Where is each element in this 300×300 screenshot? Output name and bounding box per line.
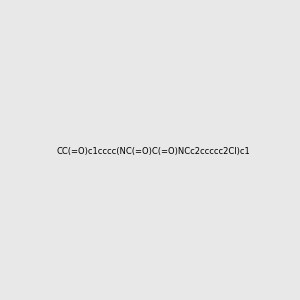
Text: CC(=O)c1cccc(NC(=O)C(=O)NCc2ccccc2Cl)c1: CC(=O)c1cccc(NC(=O)C(=O)NCc2ccccc2Cl)c1 — [57, 147, 250, 156]
